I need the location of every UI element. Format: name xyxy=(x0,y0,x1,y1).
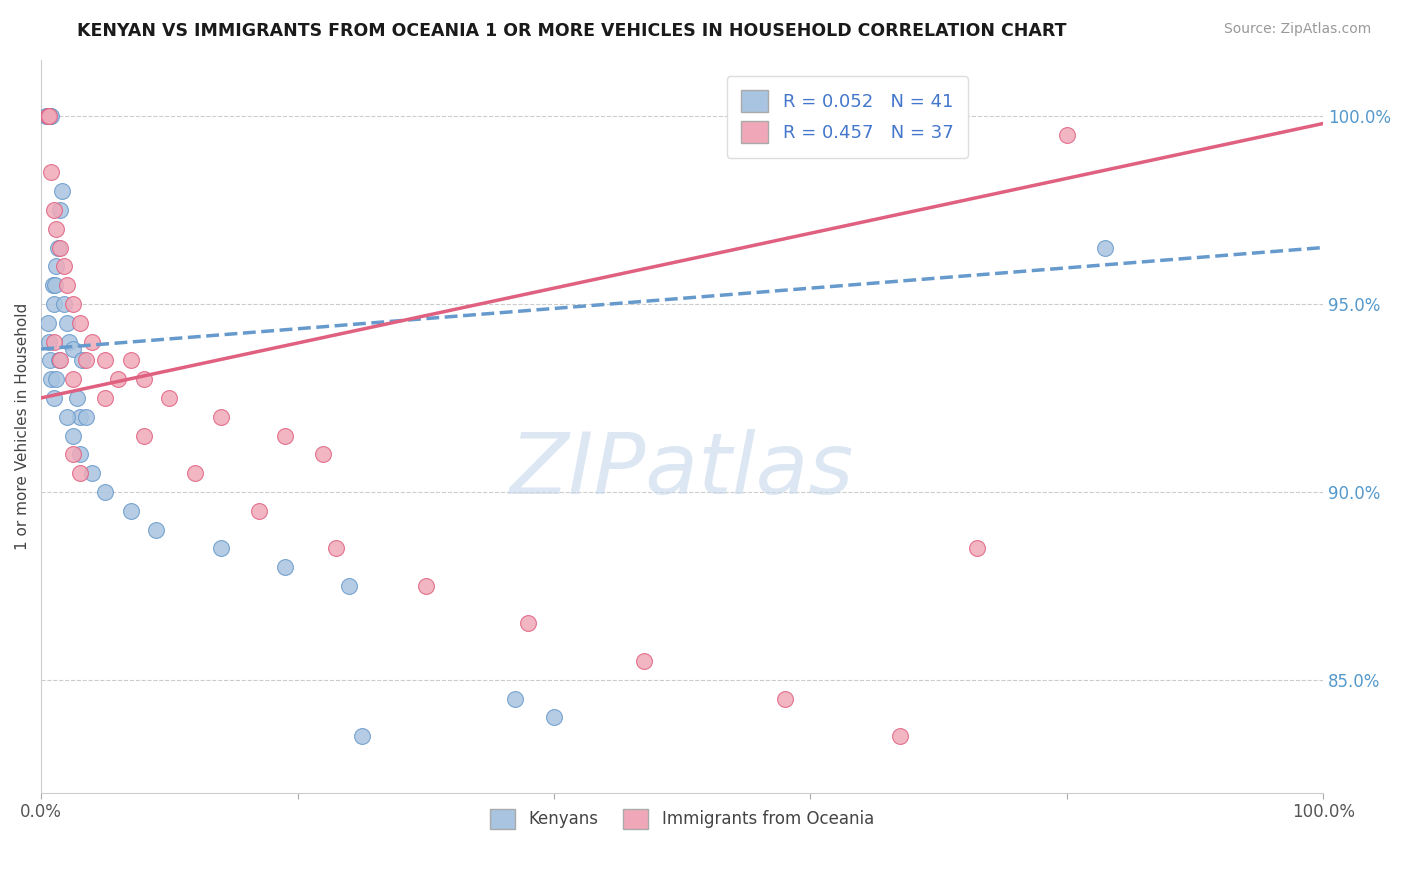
Text: Source: ZipAtlas.com: Source: ZipAtlas.com xyxy=(1223,22,1371,37)
Point xyxy=(247,504,270,518)
Text: KENYAN VS IMMIGRANTS FROM OCEANIA 1 OR MORE VEHICLES IN HOUSEHOLD CORRELATION CH: KENYAN VS IMMIGRANTS FROM OCEANIA 1 OR M… xyxy=(77,22,1067,40)
Point xyxy=(62,342,84,356)
Point xyxy=(75,353,97,368)
Point xyxy=(41,109,63,123)
Point xyxy=(94,353,117,368)
Point xyxy=(273,560,295,574)
Point xyxy=(94,484,117,499)
Point xyxy=(889,729,911,743)
Point xyxy=(46,241,69,255)
Point xyxy=(1094,241,1116,255)
Point xyxy=(55,316,77,330)
Point xyxy=(37,316,59,330)
Point xyxy=(69,447,91,461)
Point xyxy=(69,466,91,480)
Point xyxy=(69,316,91,330)
Point xyxy=(49,353,72,368)
Y-axis label: 1 or more Vehicles in Household: 1 or more Vehicles in Household xyxy=(15,302,30,549)
Point xyxy=(415,579,437,593)
Point xyxy=(350,729,373,743)
Point xyxy=(132,372,155,386)
Point xyxy=(107,372,129,386)
Point xyxy=(120,504,142,518)
Point xyxy=(62,447,84,461)
Point xyxy=(209,409,232,424)
Point xyxy=(39,353,62,368)
Point xyxy=(132,428,155,442)
Point xyxy=(62,428,84,442)
Point xyxy=(38,334,60,349)
Point xyxy=(966,541,988,556)
Point xyxy=(157,391,180,405)
Point xyxy=(184,466,207,480)
Point xyxy=(94,391,117,405)
Point xyxy=(273,428,295,442)
Point xyxy=(35,109,58,123)
Point xyxy=(82,334,104,349)
Point xyxy=(49,241,72,255)
Point xyxy=(62,297,84,311)
Point xyxy=(69,409,91,424)
Point xyxy=(48,353,70,368)
Point xyxy=(41,372,63,386)
Point xyxy=(55,409,77,424)
Point xyxy=(1056,128,1078,142)
Point xyxy=(53,297,76,311)
Point xyxy=(45,260,67,274)
Point xyxy=(53,260,76,274)
Legend: Kenyans, Immigrants from Oceania: Kenyans, Immigrants from Oceania xyxy=(484,802,880,836)
Point xyxy=(49,202,72,217)
Point xyxy=(145,523,167,537)
Point xyxy=(325,541,347,556)
Point xyxy=(42,391,65,405)
Point xyxy=(37,109,59,123)
Point xyxy=(209,541,232,556)
Point xyxy=(70,353,93,368)
Point xyxy=(773,691,796,706)
Point xyxy=(51,184,73,198)
Point xyxy=(55,278,77,293)
Point xyxy=(75,409,97,424)
Point xyxy=(38,109,60,123)
Point xyxy=(45,221,67,235)
Point xyxy=(120,353,142,368)
Point xyxy=(62,372,84,386)
Point xyxy=(42,297,65,311)
Point xyxy=(41,278,63,293)
Point xyxy=(41,165,63,179)
Point xyxy=(312,447,335,461)
Point xyxy=(633,654,655,668)
Point xyxy=(42,202,65,217)
Point xyxy=(38,109,60,123)
Point xyxy=(44,278,66,293)
Text: ZIPatlas: ZIPatlas xyxy=(510,429,855,512)
Point xyxy=(37,109,59,123)
Point xyxy=(82,466,104,480)
Point xyxy=(39,109,62,123)
Point xyxy=(505,691,527,706)
Point xyxy=(337,579,360,593)
Point xyxy=(66,391,89,405)
Point xyxy=(45,372,67,386)
Point xyxy=(517,616,540,631)
Point xyxy=(58,334,80,349)
Point xyxy=(42,334,65,349)
Point xyxy=(543,710,565,724)
